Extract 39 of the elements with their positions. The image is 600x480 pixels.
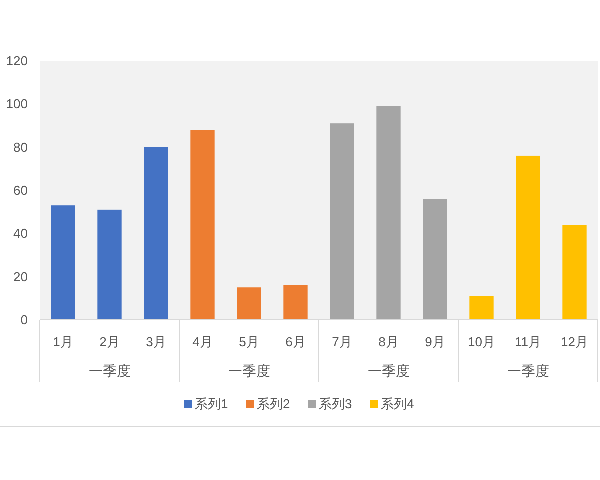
bar — [516, 156, 540, 320]
text: 一季度 — [228, 362, 270, 379]
y-tick-label: 100 — [6, 96, 28, 112]
bar — [98, 210, 122, 320]
legend-label: 系列2 — [257, 396, 290, 412]
y-tick-label: 40 — [14, 226, 28, 242]
bar — [284, 285, 308, 320]
x-tick-label: 4月 — [192, 334, 213, 350]
bar — [376, 106, 401, 320]
x-tick-label: 2月 — [100, 334, 120, 350]
text: 一季度 — [507, 362, 550, 379]
bar — [237, 288, 262, 320]
legend-label: 系列3 — [319, 396, 352, 412]
x-tick-label: 11月 — [515, 334, 542, 350]
x-tick-label: 10月 — [468, 334, 496, 350]
y-tick-label: 80 — [14, 140, 28, 155]
legend-label: 系列1 — [195, 396, 228, 412]
bar — [51, 206, 76, 320]
x-tick-label: 12月 — [561, 334, 588, 350]
x-tick-label: 6月 — [286, 334, 306, 350]
x-tick-label: 3月 — [146, 334, 166, 350]
bar — [144, 147, 168, 320]
bar — [470, 296, 494, 320]
bar — [562, 225, 587, 320]
x-tick-label: 5月 — [239, 334, 260, 350]
bar — [330, 124, 354, 320]
bar — [190, 130, 215, 320]
x-tick-label: 8月 — [378, 334, 399, 350]
text: 一季度 — [88, 362, 131, 379]
legend-label: 系列4 — [381, 396, 414, 412]
bar — [423, 199, 448, 320]
text: 一季度 — [368, 362, 410, 379]
x-tick-label: 1月 — [53, 334, 74, 350]
y-tick-label: 20 — [14, 269, 28, 284]
x-tick-label: 9月 — [425, 334, 446, 350]
y-tick-label: 120 — [6, 54, 28, 69]
x-tick-label: 7月 — [332, 334, 352, 350]
y-tick-label: 0 — [20, 312, 28, 328]
y-tick-label: 60 — [14, 183, 28, 198]
